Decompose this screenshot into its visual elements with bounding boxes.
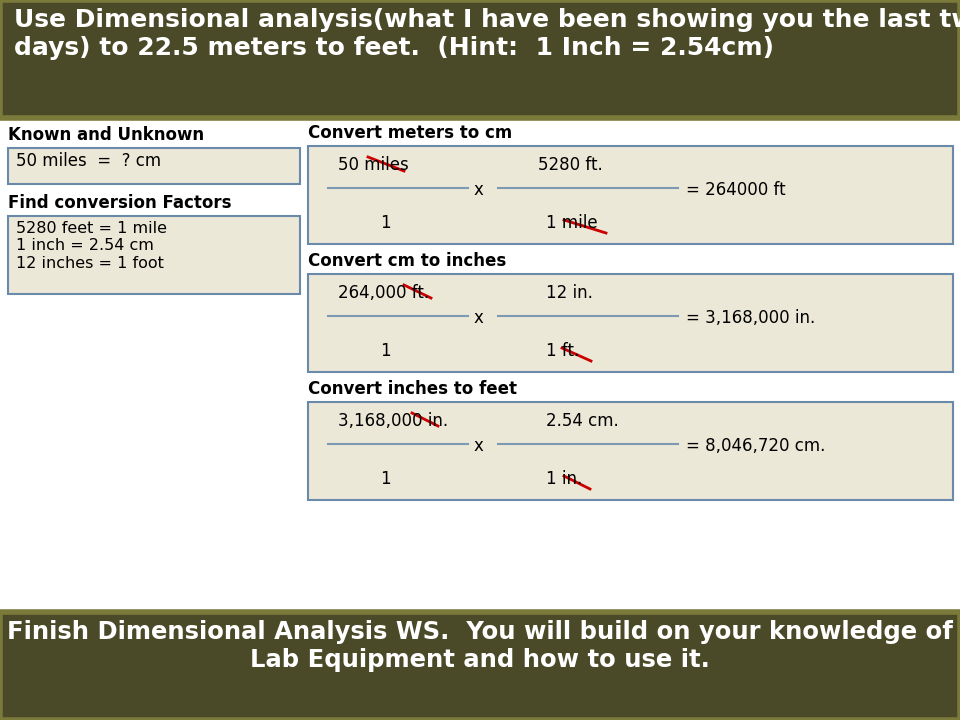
- Text: Convert cm to inches: Convert cm to inches: [308, 252, 506, 270]
- FancyBboxPatch shape: [0, 612, 960, 720]
- Text: 1 ft.: 1 ft.: [546, 342, 579, 360]
- Text: x: x: [474, 437, 484, 455]
- FancyBboxPatch shape: [308, 274, 953, 372]
- Text: Convert inches to feet: Convert inches to feet: [308, 380, 517, 398]
- Text: = 264000 ft: = 264000 ft: [686, 181, 785, 199]
- Text: 1 in.: 1 in.: [546, 470, 583, 488]
- FancyBboxPatch shape: [8, 148, 300, 184]
- Text: 5280 ft.: 5280 ft.: [538, 156, 603, 174]
- Text: = 8,046,720 cm.: = 8,046,720 cm.: [686, 437, 826, 455]
- Text: 2.54 cm.: 2.54 cm.: [546, 412, 619, 430]
- Text: Convert meters to cm: Convert meters to cm: [308, 124, 513, 142]
- FancyBboxPatch shape: [308, 402, 953, 500]
- Text: 5280 feet = 1 mile
1 inch = 2.54 cm
12 inches = 1 foot: 5280 feet = 1 mile 1 inch = 2.54 cm 12 i…: [16, 221, 167, 271]
- FancyBboxPatch shape: [0, 0, 960, 118]
- Text: 264,000 ft.: 264,000 ft.: [338, 284, 429, 302]
- Text: x: x: [474, 309, 484, 327]
- Text: 12 in.: 12 in.: [546, 284, 593, 302]
- Text: Find conversion Factors: Find conversion Factors: [8, 194, 231, 212]
- Text: 1: 1: [380, 214, 391, 232]
- Text: Known and Unknown: Known and Unknown: [8, 126, 204, 144]
- Text: 3,168,000 in.: 3,168,000 in.: [338, 412, 448, 430]
- FancyBboxPatch shape: [8, 216, 300, 294]
- FancyBboxPatch shape: [308, 146, 953, 244]
- Text: Use Dimensional analysis(what I have been showing you the last two
days) to 22.5: Use Dimensional analysis(what I have bee…: [14, 8, 960, 60]
- Text: x: x: [474, 181, 484, 199]
- Text: Finish Dimensional Analysis WS.  You will build on your knowledge of
Lab Equipme: Finish Dimensional Analysis WS. You will…: [7, 620, 953, 672]
- Text: = 3,168,000 in.: = 3,168,000 in.: [686, 309, 815, 327]
- Text: 1: 1: [380, 470, 391, 488]
- Text: 1: 1: [380, 342, 391, 360]
- Text: 1 mile: 1 mile: [546, 214, 598, 232]
- Text: 50 miles: 50 miles: [338, 156, 409, 174]
- Text: 50 miles  =  ? cm: 50 miles = ? cm: [16, 152, 161, 170]
